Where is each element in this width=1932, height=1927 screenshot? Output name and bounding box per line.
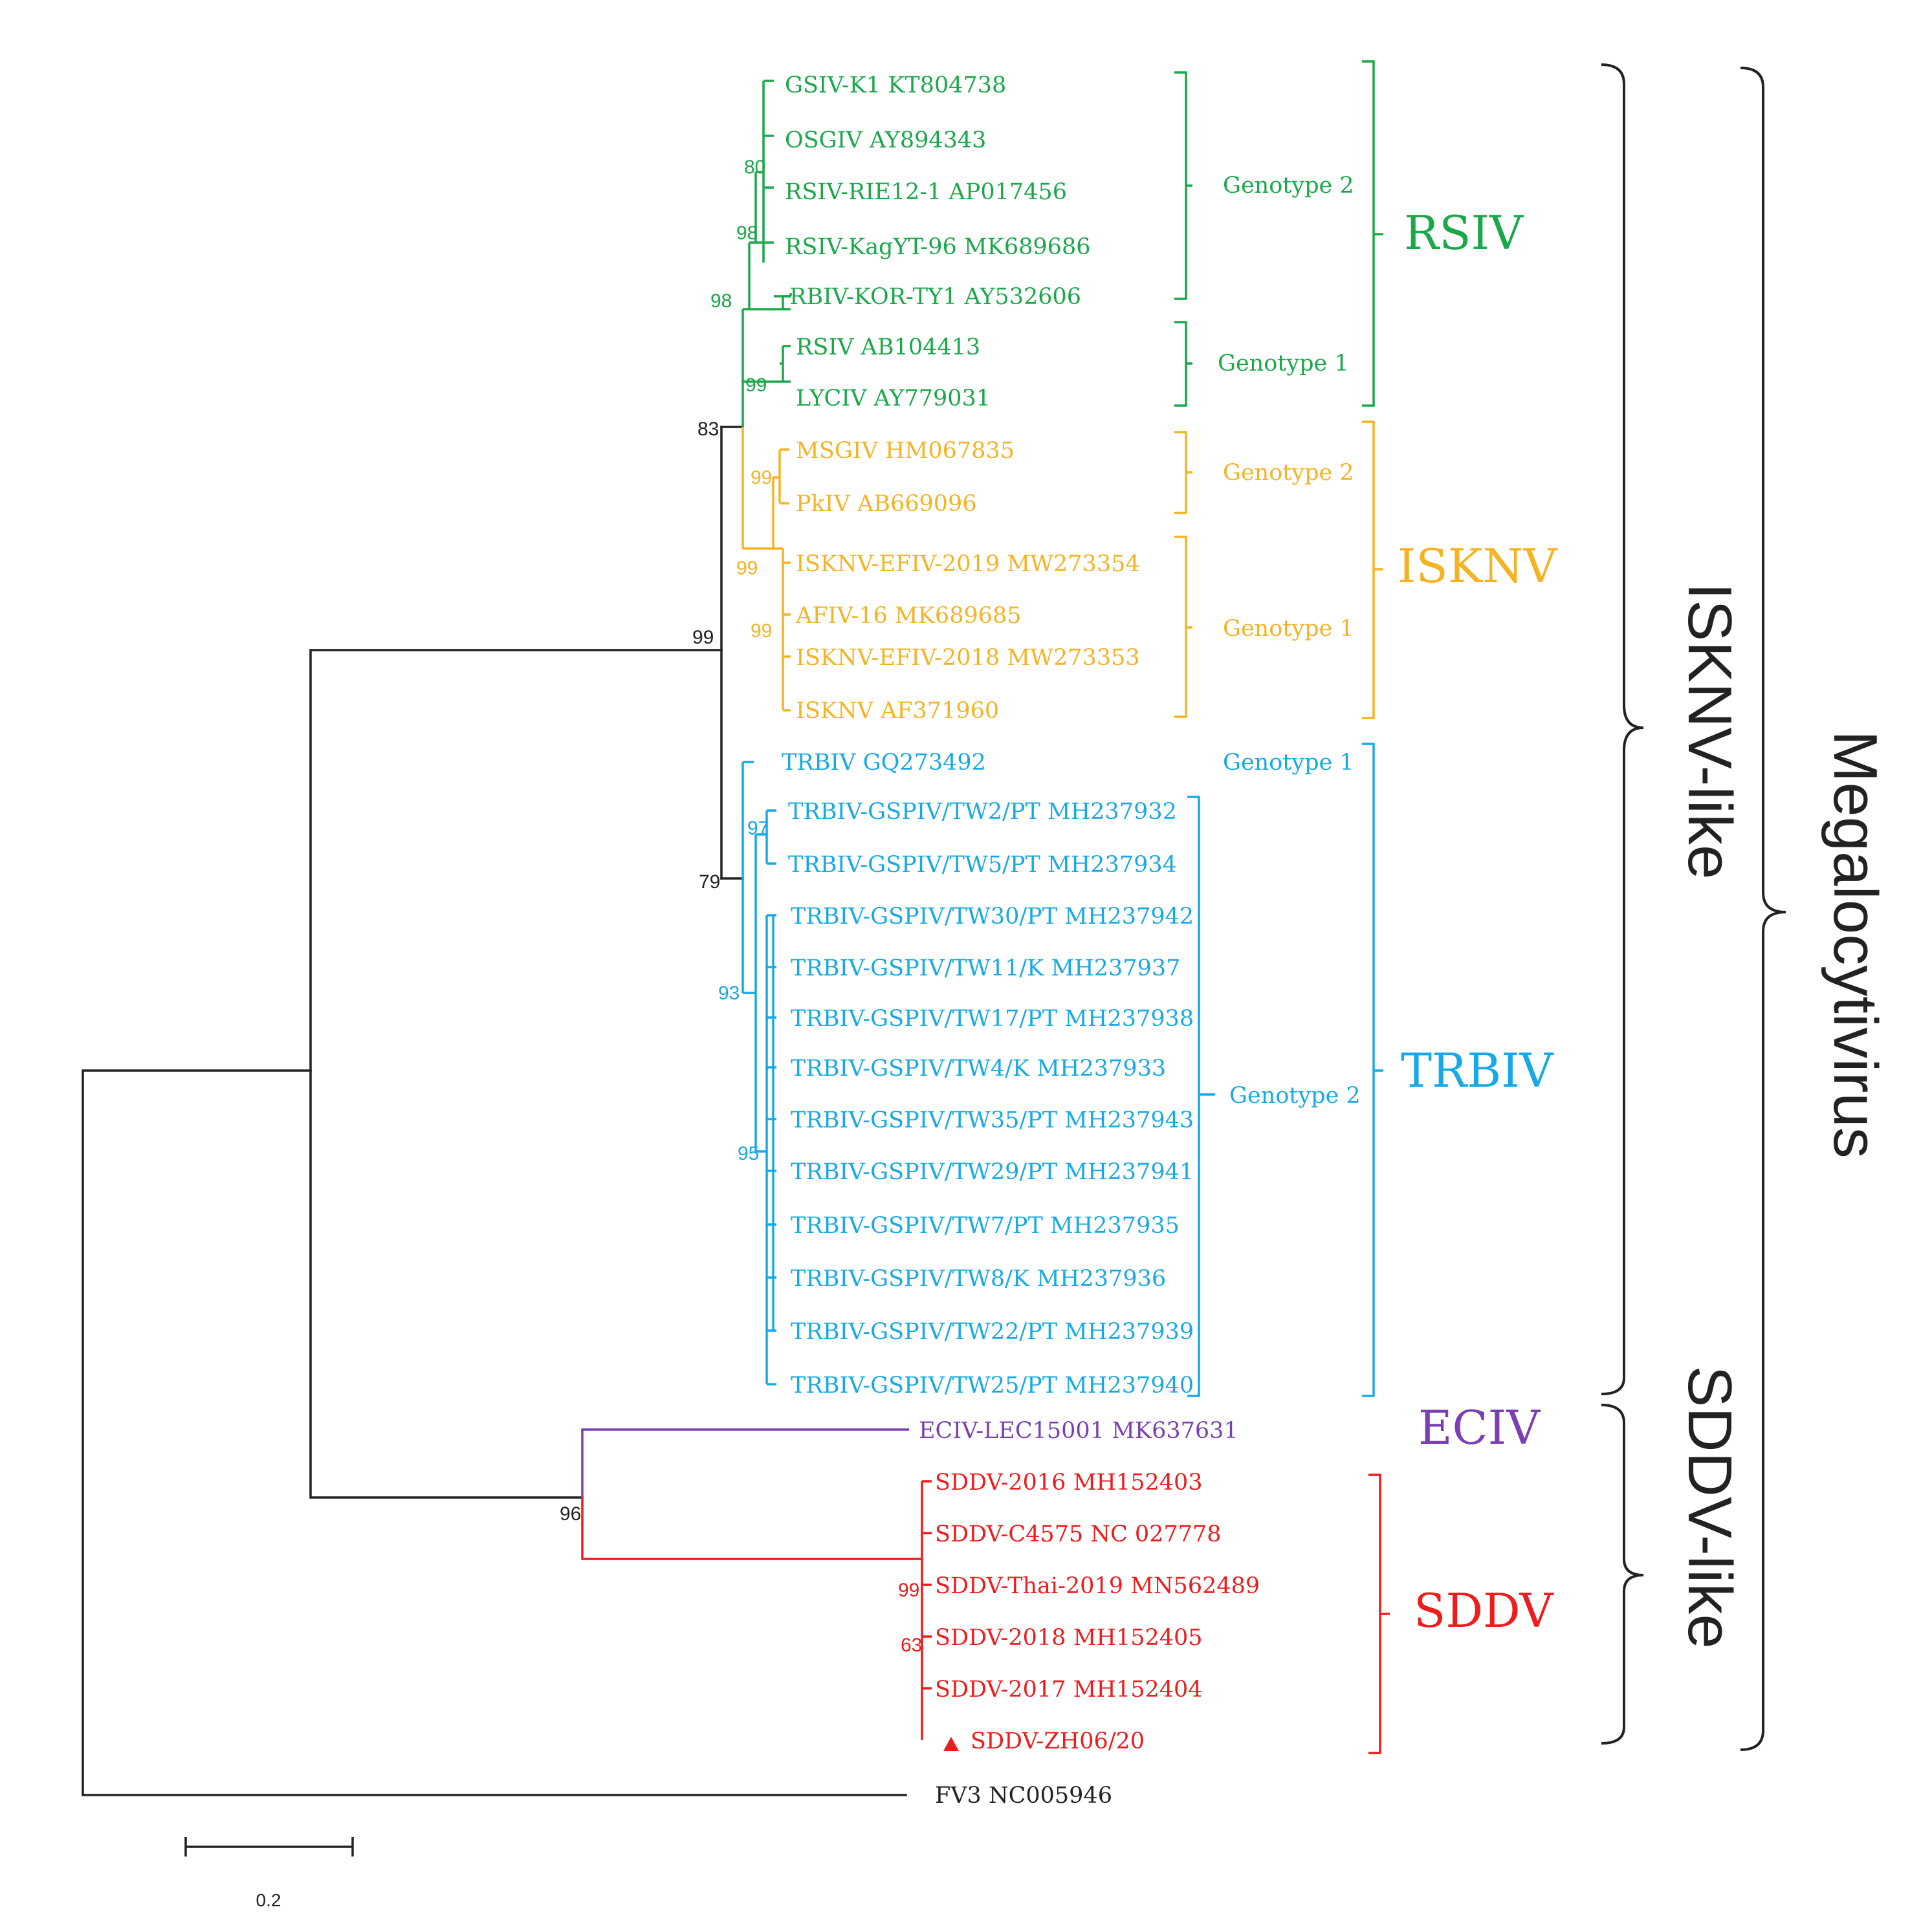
tip-label: TRBIV-GSPIV/TW22/PT MH237939 <box>791 1319 1194 1345</box>
rsiv-bracket <box>1362 60 1383 407</box>
bootstrap-value: 83 <box>697 419 719 440</box>
scale-bar: 0.2 <box>184 1837 354 1910</box>
query-sequence-triangle-icon <box>943 1737 959 1751</box>
tip-label: SDDV-Thai-2019 MN562489 <box>935 1573 1260 1599</box>
bootstrap-value: 99 <box>751 620 772 642</box>
genotype-label: Genotype 2 <box>1223 460 1354 486</box>
tip-label: SDDV-C4575 NC 027778 <box>935 1521 1222 1547</box>
group-label: ECIV <box>1418 1400 1541 1455</box>
tip-label: TRBIV-GSPIV/TW30/PT MH237942 <box>791 904 1194 930</box>
tip-label: TRBIV-GSPIV/TW29/PT MH237941 <box>791 1159 1194 1185</box>
tip-label: SDDV-2016 MH152403 <box>935 1470 1203 1496</box>
sddv-like-label: SDDV-like <box>1675 1366 1744 1648</box>
bootstrap-value: 99 <box>692 627 714 648</box>
tip-label: TRBIV-GSPIV/TW8/K MH237936 <box>791 1266 1166 1292</box>
trbiv-branches <box>741 761 776 1386</box>
megalocytivirus-brace <box>1740 67 1786 1751</box>
tip-label: RSIV-RIE12-1 AP017456 <box>785 179 1067 205</box>
rsiv-branches <box>741 80 792 427</box>
group-brackets <box>1362 60 1390 1754</box>
group-label: RSIV <box>1404 206 1524 260</box>
tip-label: FV3 NC005946 <box>935 1783 1112 1809</box>
tip-label: RSIV AB104413 <box>796 334 980 360</box>
cluster-braces <box>1601 63 1786 1751</box>
isknv-like-label: ISKNV-like <box>1675 583 1744 880</box>
tip-label: TRBIV-GSPIV/TW5/PT MH237934 <box>788 852 1177 878</box>
bootstrap-value: 99 <box>736 558 758 579</box>
bootstrap-value: 80 <box>744 157 765 178</box>
tip-label: SDDV-2017 MH152404 <box>935 1677 1203 1703</box>
genotype-label: Genotype 2 <box>1229 1083 1361 1109</box>
tip-label: ISKNV-EFIV-2018 MW273353 <box>796 645 1140 671</box>
group-label: ISKNV <box>1398 539 1559 593</box>
tip-label: TRBIV-GSPIV/TW7/PT MH237935 <box>791 1213 1180 1239</box>
genotype-label: Genotype 2 <box>1223 173 1354 199</box>
genotype-labels: Genotype 2 Genotype 1 Genotype 2 Genotyp… <box>1218 173 1361 1109</box>
isknv-branches <box>741 427 791 712</box>
isknv-bracket <box>1362 420 1383 719</box>
tip-label: TRBIV-GSPIV/TW35/PT MH237943 <box>791 1107 1194 1133</box>
tip-label: SDDV-ZH06/20 <box>971 1728 1145 1754</box>
scale-bar-line <box>184 1837 354 1856</box>
tip-label: MSGIV HM067835 <box>796 438 1015 464</box>
tip-label: TRBIV-GSPIV/TW17/PT MH237938 <box>791 1006 1194 1032</box>
bootstrap-value: 63 <box>901 1635 922 1656</box>
genotype-label: Genotype 1 <box>1223 750 1354 776</box>
sddv-bracket <box>1368 1474 1390 1754</box>
tip-label: RBIV-KOR-TY1 AY532606 <box>789 284 1081 310</box>
bootstrap-value: 98 <box>710 290 732 312</box>
tip-label: OSGIV AY894343 <box>785 127 986 153</box>
group-label: SDDV <box>1414 1584 1555 1638</box>
rsiv-genotype1-bracket <box>1174 321 1192 407</box>
scale-bar-label: 0.2 <box>256 1890 281 1910</box>
tip-label: RSIV-KagYT-96 MK689686 <box>785 234 1090 260</box>
tip-labels: GSIV-K1 KT804738 OSGIV AY894343 RSIV-RIE… <box>782 72 1260 1809</box>
rsiv-genotype2-bracket <box>1174 71 1192 300</box>
tip-label: TRBIV-GSPIV/TW2/PT MH237932 <box>788 799 1177 825</box>
tip-label: GSIV-K1 KT804738 <box>785 72 1006 98</box>
isknv-like-brace <box>1601 63 1644 1395</box>
tip-label: TRBIV-GSPIV/TW4/K MH237933 <box>791 1056 1166 1082</box>
tip-label: LYCIV AY779031 <box>796 386 991 411</box>
group-label: TRBIV <box>1401 1043 1555 1098</box>
sddv-branches <box>581 1480 932 1740</box>
isknv-genotype1-bracket <box>1174 536 1192 718</box>
bootstrap-value: 79 <box>699 871 720 893</box>
genotype-label: Genotype 1 <box>1218 351 1349 376</box>
tip-label: PkIV AB669096 <box>796 491 977 517</box>
tip-label: TRBIV-GSPIV/TW25/PT MH237940 <box>791 1373 1194 1399</box>
tip-label: ISKNV AF371960 <box>796 698 999 724</box>
bootstrap-value: 98 <box>736 223 758 244</box>
tip-label: TRBIV GQ273492 <box>782 750 986 776</box>
isknv-genotype2-bracket <box>1174 431 1192 514</box>
bootstrap-value: 93 <box>718 983 740 1004</box>
genotype-label: Genotype 1 <box>1223 616 1354 642</box>
root-branches <box>82 1069 907 1796</box>
bootstrap-value: 99 <box>745 375 767 396</box>
bootstrap-value: 99 <box>751 467 772 488</box>
eciv-branch <box>581 1428 909 1497</box>
megalocytivirus-label: Megalocytivirus <box>1821 730 1890 1159</box>
trbiv-bracket <box>1362 743 1383 1397</box>
trbiv-genotype2-bracket <box>1187 796 1215 1397</box>
bootstrap-values: 80 98 98 99 83 99 99 99 99 97 79 93 95 9… <box>560 157 922 1656</box>
tip-label: TRBIV-GSPIV/TW11/K MH237937 <box>791 955 1180 981</box>
tip-label: ISKNV-EFIV-2019 MW273354 <box>796 551 1140 577</box>
bootstrap-value: 96 <box>560 1503 581 1525</box>
genotype-brackets <box>1174 71 1215 1397</box>
bootstrap-value: 99 <box>898 1580 919 1601</box>
tip-label: AFIV-16 MK689685 <box>795 603 1022 629</box>
tip-label: ECIV-LEC15001 MK637631 <box>919 1418 1238 1444</box>
backbone-branches <box>82 426 907 1796</box>
group-labels: RSIV ISKNV TRBIV ECIV SDDV <box>1398 206 1559 1638</box>
cluster-labels: ISKNV-like SDDV-like Megalocytivirus <box>1675 583 1890 1649</box>
tip-label: SDDV-2018 MH152405 <box>935 1625 1203 1651</box>
bootstrap-value: 97 <box>747 818 769 839</box>
sddv-like-brace <box>1601 1404 1644 1745</box>
ingroup-node <box>309 649 723 1499</box>
bootstrap-value: 95 <box>738 1143 759 1164</box>
